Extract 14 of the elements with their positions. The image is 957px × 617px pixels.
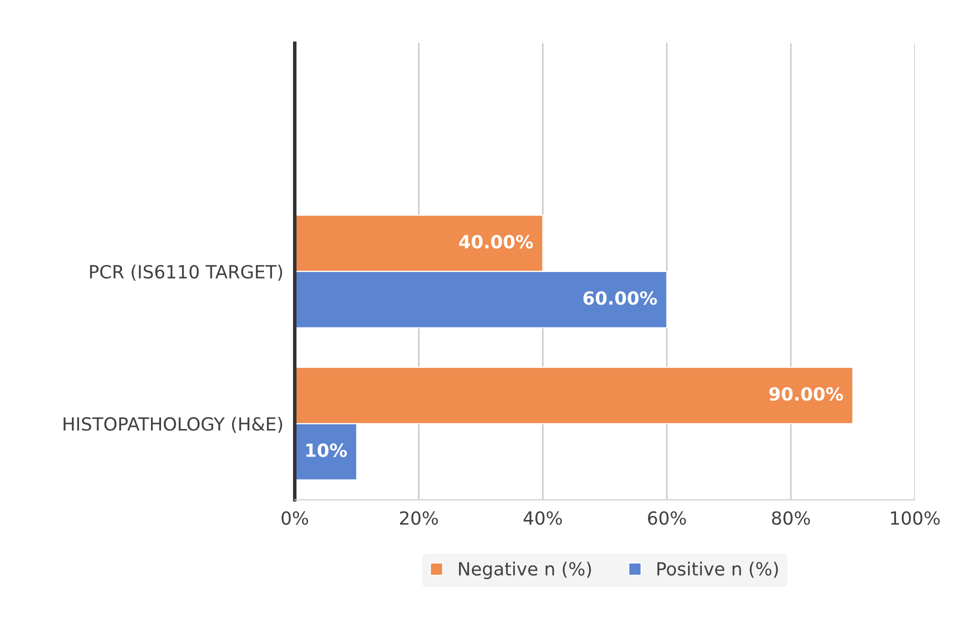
x-tick-label: 60% <box>648 511 686 525</box>
legend-label: Negative n (%) <box>459 562 591 580</box>
y-tick-label: HISTOPATHOLOGY (H&E) <box>64 416 282 433</box>
data-label: 10% <box>306 443 347 458</box>
y-tick-label: PCR (IS6110 TARGET) <box>90 264 282 281</box>
data-label: 90.00% <box>769 387 844 401</box>
x-tick-label: 80% <box>772 511 810 525</box>
x-tick-label: 0% <box>282 511 308 525</box>
x-tick-label: 20% <box>400 511 438 525</box>
x-tick-label: 100% <box>891 511 940 525</box>
x-tick-label: 40% <box>524 511 562 525</box>
data-label: 40.00% <box>459 234 533 249</box>
data-label: 60.00% <box>583 291 657 305</box>
legend-label: Positive n (%) <box>657 562 778 578</box>
